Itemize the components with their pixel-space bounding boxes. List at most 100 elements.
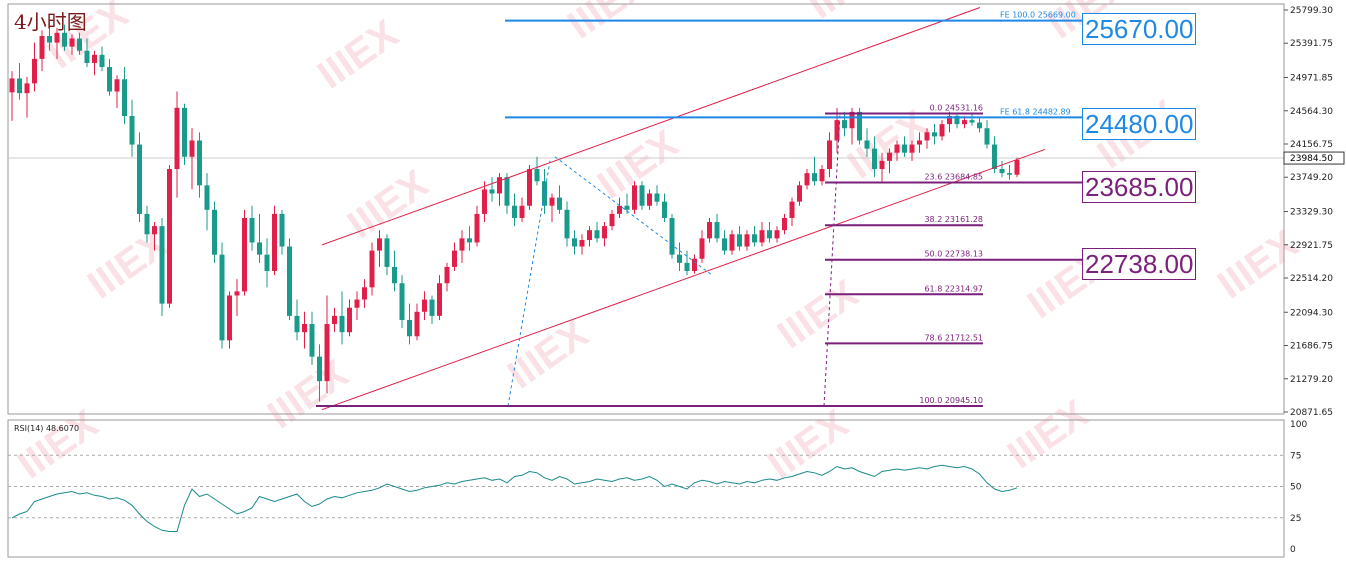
candle-body xyxy=(452,250,457,267)
watermark-logo: IIIEX xyxy=(770,271,867,357)
candle-body xyxy=(17,78,22,94)
candle-body xyxy=(167,169,172,304)
rsi-line xyxy=(11,464,1018,532)
price-tick-label: 22094.30 xyxy=(1290,308,1333,318)
candle-body xyxy=(842,120,847,129)
watermark-text: IIIEX xyxy=(560,0,657,47)
candle-body xyxy=(354,299,360,308)
current-price-label: 23984.50 xyxy=(1290,154,1333,164)
candle-body xyxy=(939,124,945,137)
candle-body xyxy=(579,239,585,247)
candle-body xyxy=(339,315,345,333)
candle-body xyxy=(902,144,907,153)
candle-body xyxy=(504,177,510,206)
rsi-tick-label: 75 xyxy=(1290,451,1301,461)
candle-body xyxy=(564,209,570,239)
candle-body xyxy=(9,78,15,93)
channel-lower-line xyxy=(321,148,1046,411)
channel-upper-line xyxy=(321,7,981,246)
candle-body xyxy=(774,230,780,239)
price-tick-label: 24156.75 xyxy=(1290,140,1333,150)
rsi-tick-label: 25 xyxy=(1290,514,1301,524)
candle-body xyxy=(467,238,472,243)
candle-body xyxy=(519,205,525,218)
candle-body xyxy=(984,128,990,145)
candle-body xyxy=(54,32,60,43)
drawing-objects: FE 100.0 25669.00 FE 61.8 24482.89 0.0 245… xyxy=(316,7,1082,411)
fib-level-label: 0.0 24531.16 xyxy=(930,103,983,112)
candle-body xyxy=(204,185,210,210)
candle-body xyxy=(69,38,75,47)
candle-body xyxy=(879,160,885,170)
candle-body xyxy=(969,120,975,123)
candle-body xyxy=(594,230,600,239)
candle-body xyxy=(219,254,225,341)
candle-body xyxy=(92,54,97,63)
candle-body xyxy=(684,262,690,272)
candle-body xyxy=(639,185,645,206)
candle-body xyxy=(159,226,165,304)
price-axis: 25799.30 25391.75 24971.85 24564.30 24156.75… xyxy=(1283,6,1345,418)
watermark-text: IIIEX xyxy=(770,271,867,357)
candle-body xyxy=(347,307,352,333)
price-tick-label: 22514.20 xyxy=(1290,274,1333,284)
candle-body xyxy=(189,140,195,157)
candle-body xyxy=(864,140,870,149)
candle-body xyxy=(309,324,315,357)
candle-body xyxy=(62,32,67,47)
watermark-logo: IIIEX xyxy=(1000,391,1097,477)
candle-body xyxy=(249,217,255,243)
candle-body xyxy=(257,242,262,255)
candle-body xyxy=(557,197,562,210)
candle-body xyxy=(857,111,862,141)
rsi-frame xyxy=(7,419,1285,558)
candle-body xyxy=(714,222,720,239)
watermark-logo: IIIEX xyxy=(500,311,597,397)
candle-body xyxy=(977,122,982,129)
watermark-text: IIIEX xyxy=(260,351,357,437)
rsi-tick-label: 0 xyxy=(1290,545,1296,555)
price-tick-label: 20871.65 xyxy=(1290,408,1333,418)
fe-level-label: FE 61.8 24482.89 xyxy=(1000,107,1071,116)
candle-body xyxy=(654,193,660,202)
chart-frames xyxy=(7,3,1285,558)
candle-body xyxy=(887,152,892,161)
fib-level-label: 23.6 23684.85 xyxy=(924,172,983,181)
candle-body xyxy=(144,213,150,235)
candle-body xyxy=(647,193,652,206)
candle-body xyxy=(497,177,502,194)
candle-body xyxy=(872,148,877,170)
watermark-text: IIIEX xyxy=(1210,221,1307,307)
rsi-label: RSI(14) 48.6070 xyxy=(14,424,79,433)
price-tick-label: 25391.75 xyxy=(1290,39,1333,49)
watermark-logo: IIIEX xyxy=(340,161,437,247)
retracement-50-callout: 22738.00 xyxy=(1082,248,1197,280)
candle-body xyxy=(234,291,240,296)
price-tick-label: 24971.85 xyxy=(1290,74,1333,84)
candle-body xyxy=(617,205,622,214)
candle-body xyxy=(767,230,772,239)
price-tick-label: 23329.30 xyxy=(1290,208,1333,218)
candle-body xyxy=(632,185,637,210)
candle-body xyxy=(39,36,45,59)
candle-body xyxy=(122,79,127,116)
watermark-text: IIIEX xyxy=(500,311,597,397)
rsi-panel: RSI(14) 48.6070 100 75 50 25 0 xyxy=(8,420,1307,555)
candle-body xyxy=(624,205,630,210)
candle-body xyxy=(174,107,180,170)
candle-body xyxy=(444,266,450,284)
candle-body xyxy=(362,287,367,300)
candle-body xyxy=(759,230,765,243)
candle-body xyxy=(84,50,90,63)
candle-body xyxy=(369,250,375,288)
candle-body xyxy=(737,234,742,247)
candle-body xyxy=(534,169,540,182)
candle-body xyxy=(384,238,390,267)
candle-body xyxy=(707,222,712,239)
fib-level-label: 78.6 21712.51 xyxy=(924,333,983,342)
candle-body xyxy=(287,246,292,316)
watermark-text: IIIEX xyxy=(340,161,437,247)
candle-body xyxy=(992,144,997,170)
candle-body xyxy=(482,189,487,214)
price-tick-label: 24564.30 xyxy=(1290,107,1333,117)
